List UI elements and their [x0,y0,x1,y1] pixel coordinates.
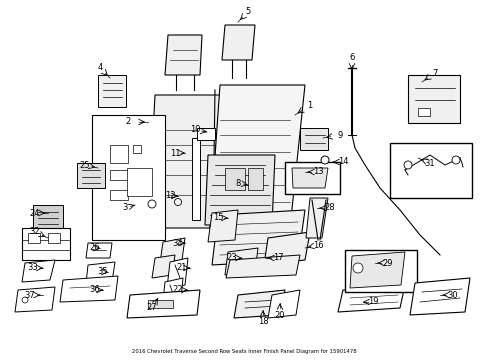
Bar [389,143,471,198]
Circle shape [403,161,411,169]
Bar [28,233,40,243]
Text: 1: 1 [307,100,312,109]
Text: 29: 29 [382,258,392,267]
Text: 12: 12 [164,192,175,201]
Text: 21: 21 [176,264,187,273]
Polygon shape [409,278,469,315]
Text: 10: 10 [189,126,200,135]
Bar [224,168,244,190]
Text: 35: 35 [98,267,108,276]
Text: 6: 6 [348,54,354,63]
Bar [98,75,126,107]
Polygon shape [60,276,118,302]
Polygon shape [15,287,55,312]
Circle shape [320,156,328,164]
Bar [345,250,416,292]
Bar [110,190,128,200]
Text: 36: 36 [89,285,100,294]
Circle shape [451,156,459,164]
Text: 37: 37 [24,291,35,300]
Text: 13: 13 [312,167,323,176]
Text: 32: 32 [30,228,40,237]
Polygon shape [337,285,404,312]
Polygon shape [22,228,70,260]
Bar [133,145,141,153]
Bar [110,170,128,180]
Polygon shape [234,290,285,318]
Polygon shape [291,168,327,188]
Text: 2016 Chevrolet Traverse Second Row Seats Inner Finish Panel Diagram for 15901478: 2016 Chevrolet Traverse Second Row Seats… [132,349,356,354]
Polygon shape [305,198,327,238]
Text: 19: 19 [367,297,378,306]
Polygon shape [92,115,164,240]
Text: 30: 30 [447,291,457,300]
Text: 5: 5 [245,8,250,17]
Text: 26: 26 [89,243,100,252]
Text: 4: 4 [97,63,102,72]
Text: 33: 33 [27,264,38,273]
Text: 9: 9 [337,130,342,139]
Text: 31: 31 [424,158,434,167]
Text: 8: 8 [235,179,240,188]
Polygon shape [222,25,254,60]
Text: 11: 11 [169,148,180,158]
Polygon shape [209,85,305,228]
Text: 3: 3 [122,203,127,212]
Polygon shape [22,260,55,282]
Text: 14: 14 [337,158,347,166]
Polygon shape [164,35,202,75]
Circle shape [148,200,156,208]
Bar [77,163,105,188]
Text: 15: 15 [212,213,223,222]
Polygon shape [86,243,112,258]
Bar [127,168,152,196]
Text: 7: 7 [431,68,437,77]
Text: 16: 16 [312,240,323,249]
Text: 20: 20 [274,310,285,320]
Text: 22: 22 [172,285,183,294]
Polygon shape [267,290,299,318]
Bar [285,162,339,194]
Polygon shape [127,290,200,318]
Bar [417,108,429,116]
Polygon shape [264,232,309,265]
Circle shape [352,263,362,273]
Polygon shape [212,210,305,265]
Circle shape [22,297,28,303]
Text: 25: 25 [80,161,90,170]
Polygon shape [86,262,115,284]
Text: 34: 34 [172,238,183,248]
Polygon shape [204,155,274,225]
Polygon shape [167,258,187,288]
Text: 2: 2 [125,117,130,126]
Text: 24: 24 [30,208,40,217]
Bar [299,128,327,150]
Text: 18: 18 [257,318,268,327]
Polygon shape [148,95,220,228]
Polygon shape [349,252,404,288]
Text: 27: 27 [146,303,157,312]
Polygon shape [225,255,299,278]
Circle shape [174,198,181,206]
Bar [247,168,263,190]
Text: 28: 28 [324,203,335,212]
Polygon shape [162,278,183,310]
Polygon shape [224,248,258,275]
Polygon shape [207,210,238,242]
Text: 17: 17 [272,253,283,262]
Bar [407,75,459,123]
Bar [48,233,60,243]
Bar [148,300,173,308]
Polygon shape [197,128,215,140]
Text: 23: 23 [226,253,237,262]
Bar [33,205,63,230]
Polygon shape [192,138,200,220]
Polygon shape [152,255,175,278]
Polygon shape [160,238,184,263]
Bar [110,145,128,163]
